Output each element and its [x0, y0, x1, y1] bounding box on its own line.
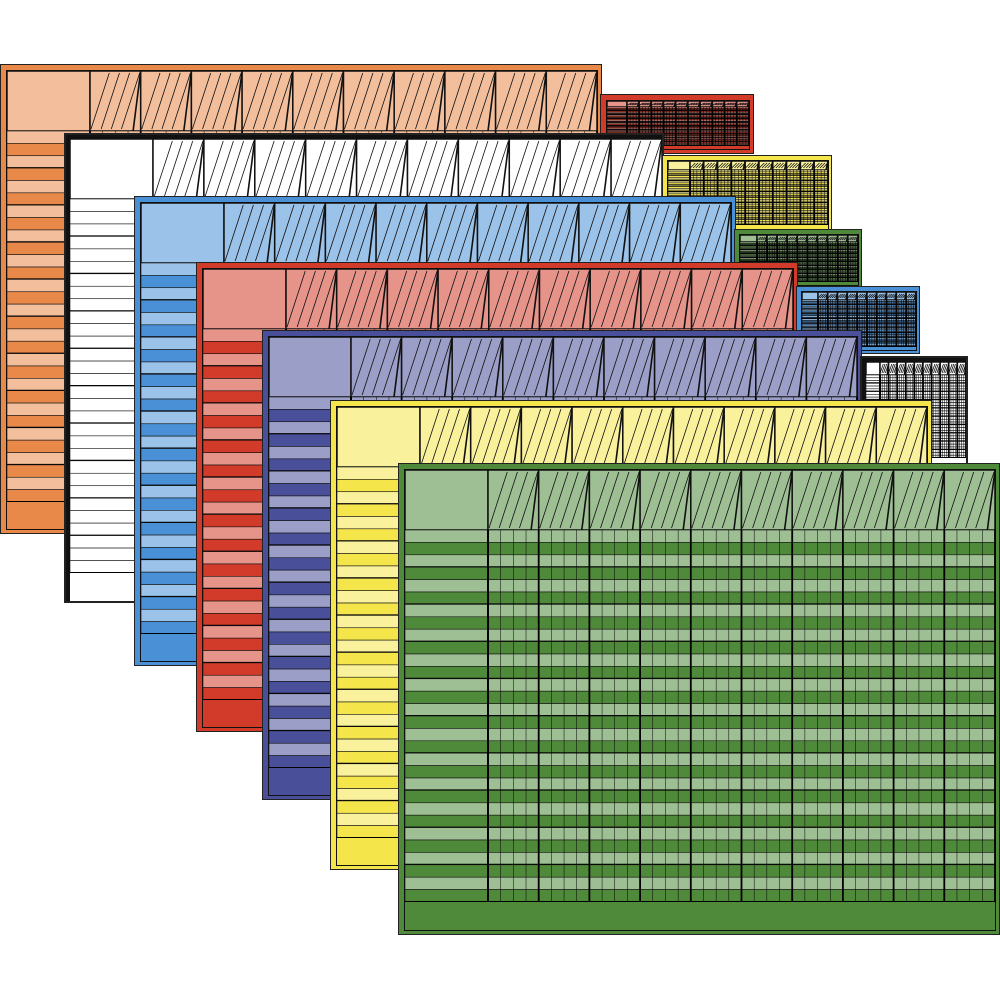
- green-chart: [398, 463, 1000, 935]
- green-chart-back: [734, 229, 862, 289]
- red-chart-back: [600, 94, 754, 154]
